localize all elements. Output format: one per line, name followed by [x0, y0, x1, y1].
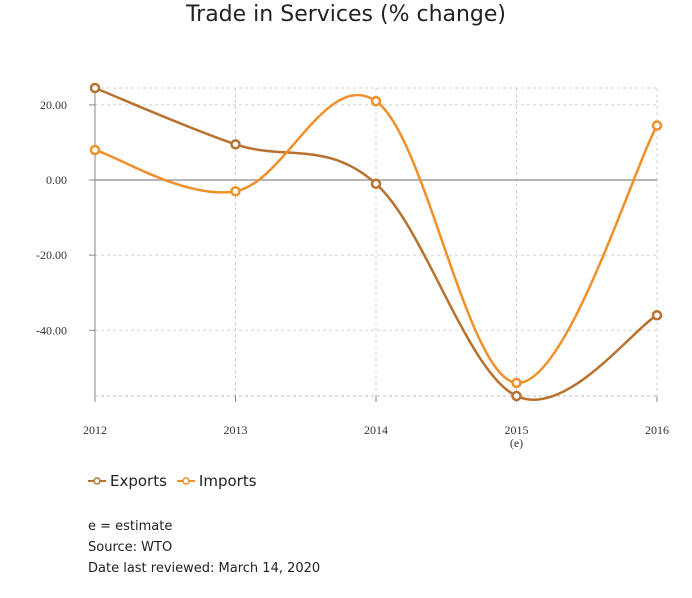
exports-legend-marker [88, 477, 106, 485]
review-date-note: Date last reviewed: March 14, 2020 [88, 561, 321, 576]
estimate-note: e = estimate [88, 519, 173, 534]
x-tick-label: 2015 [505, 423, 529, 437]
y-tick-label: 20.00 [40, 98, 67, 112]
legend: Exports Imports [88, 472, 257, 490]
y-axis-ticks: 20.00 0.00 -20.00 -40.00 [36, 98, 95, 337]
imports-legend-marker [176, 477, 195, 485]
data-point-imports [89, 144, 101, 156]
y-tick-label: -20.00 [36, 248, 67, 262]
data-point-exports [370, 178, 382, 190]
series-lines [94, 86, 659, 401]
data-point-exports [89, 82, 101, 94]
data-point-exports [230, 139, 241, 150]
legend-label-exports: Exports [110, 472, 167, 490]
line-chart: 20.00 0.00 -20.00 -40.00 2012 2013 2014 2015(e… [36, 82, 669, 450]
series-line-imports [94, 93, 659, 385]
chart-title: Trade in Services (% change) [185, 2, 507, 27]
chart-notes: e = estimate Source: WTO Date last revie… [88, 516, 320, 579]
legend-item-imports[interactable]: Imports [176, 472, 257, 490]
data-point-imports [511, 377, 522, 389]
data-point-exports [651, 309, 663, 321]
axes [94, 88, 657, 397]
grid-lines [94, 87, 658, 396]
data-point-exports [511, 390, 522, 402]
source-note: Source: WTO [88, 540, 173, 555]
series-points [89, 82, 663, 402]
series-line-exports [94, 86, 658, 401]
x-tick-sublabel: (e) [510, 436, 523, 450]
x-tick-label: 2016 [645, 423, 669, 437]
data-point-imports [651, 120, 663, 131]
x-tick-label: 2013 [224, 423, 248, 437]
x-tick-label: 2012 [83, 423, 107, 437]
legend-label-imports: Imports [198, 472, 257, 490]
data-point-imports [230, 186, 241, 197]
y-tick-label: 0.00 [46, 173, 67, 187]
x-axis-ticks: 2012 2013 2014 2015(e) 2016 [83, 396, 669, 450]
legend-item-exports[interactable]: Exports [88, 472, 167, 490]
y-tick-label: -40.00 [36, 323, 67, 337]
x-tick-label: 2014 [364, 423, 388, 437]
data-point-imports [370, 95, 382, 107]
